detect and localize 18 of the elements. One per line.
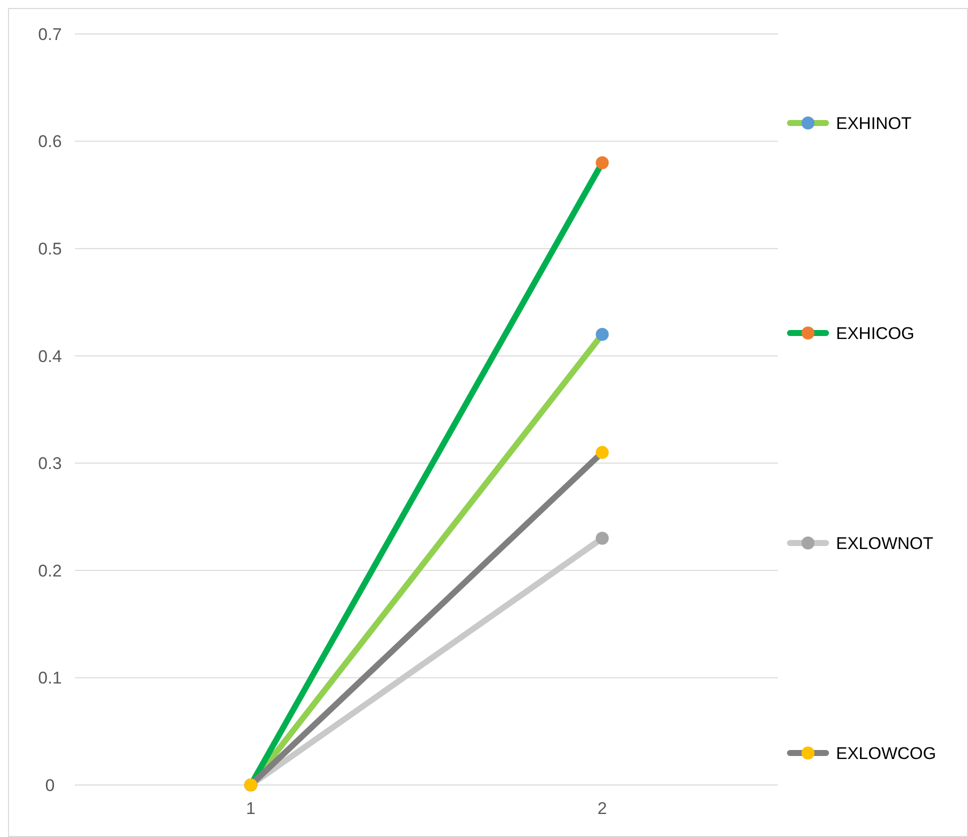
point — [596, 446, 609, 459]
legend-label: EXHICOG — [836, 324, 914, 343]
y-tick-label: 0.2 — [38, 561, 62, 580]
y-tick-label: 0.1 — [38, 668, 62, 688]
point — [596, 532, 609, 545]
y-tick-label: 0 — [45, 776, 55, 795]
legend-label: EXHINOT — [836, 114, 912, 133]
y-tick-label: 0.5 — [38, 240, 62, 259]
point — [596, 328, 609, 341]
y-tick-label: 0.6 — [38, 132, 62, 152]
y-tick-label: 0.3 — [38, 454, 62, 474]
y-tick-label: 0.7 — [38, 24, 62, 44]
x-tick-label: 2 — [598, 799, 607, 818]
y-tick-label: 0.4 — [38, 346, 62, 366]
legend-label: EXLOWNOT — [836, 534, 934, 553]
legend-label: EXLOWCOG — [836, 744, 936, 763]
x-tick-label: 1 — [246, 799, 256, 818]
point — [596, 156, 609, 170]
